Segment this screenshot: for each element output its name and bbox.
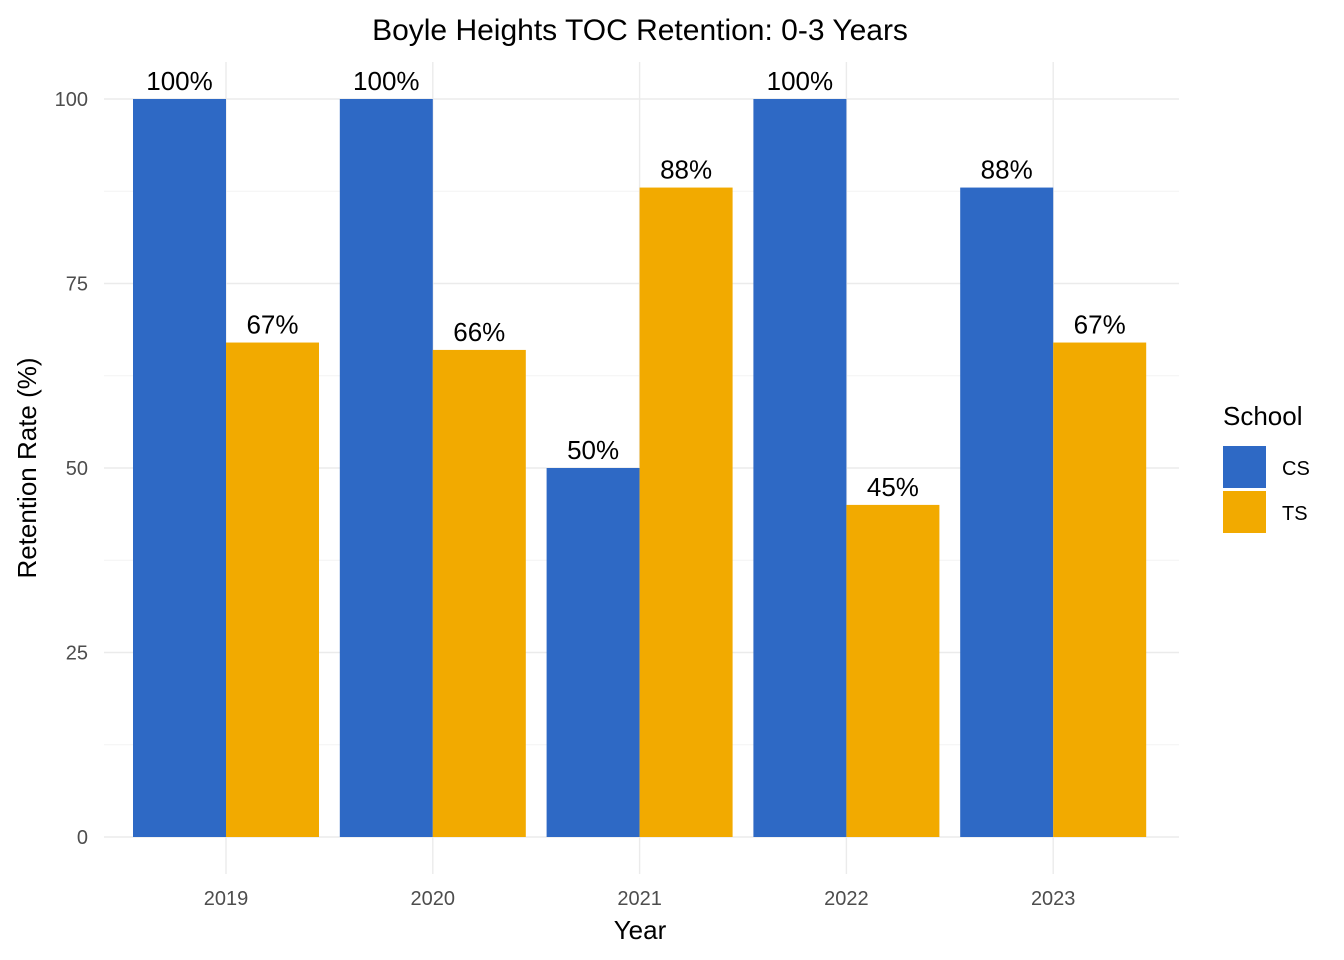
- data-label-cs-2020: 100%: [353, 66, 420, 96]
- legend-label-ts: TS: [1282, 503, 1308, 525]
- y-tick-label: 25: [66, 643, 88, 665]
- x-tick-label: 2021: [617, 888, 662, 910]
- y-tick-label: 0: [77, 827, 88, 849]
- y-axis-ticks: 0 25 50 75 100: [55, 89, 88, 849]
- bar-cs-2022: [753, 99, 847, 837]
- data-label-ts-2021: 88%: [660, 155, 712, 185]
- y-tick-label: 100: [55, 89, 88, 111]
- x-tick-label: 2022: [824, 888, 869, 910]
- data-label-ts-2019: 67%: [246, 310, 298, 340]
- bar-ts-2022: [846, 504, 940, 837]
- x-tick-label: 2019: [204, 888, 249, 910]
- data-label-cs-2019: 100%: [146, 66, 213, 96]
- x-axis-ticks: 2019 2020 2021 2022 2023: [204, 888, 1076, 910]
- legend-swatch-cs: [1223, 446, 1266, 488]
- legend-swatch-ts: [1223, 491, 1266, 533]
- bars: [133, 99, 1147, 837]
- data-label-ts-2022: 45%: [867, 472, 919, 502]
- bar-ts-2021: [639, 187, 733, 837]
- chart-title: Boyle Heights TOC Retention: 0-3 Years: [372, 14, 908, 47]
- y-tick-label: 75: [66, 274, 88, 296]
- data-label-ts-2023: 67%: [1074, 310, 1126, 340]
- bar-ts-2023: [1053, 342, 1147, 837]
- x-axis-title: Year: [614, 915, 667, 945]
- legend-title: School: [1223, 401, 1303, 431]
- bar-ts-2019: [226, 342, 319, 837]
- bar-cs-2021: [546, 468, 640, 837]
- data-label-cs-2023: 88%: [981, 155, 1033, 185]
- bar-cs-2019: [133, 99, 226, 837]
- x-tick-label: 2023: [1031, 888, 1076, 910]
- bar-cs-2020: [339, 99, 433, 837]
- legend-label-cs: CS: [1282, 458, 1310, 480]
- data-labels: 100% 100% 50% 100% 88% 67% 66% 88% 45% 67%: [146, 66, 1125, 502]
- y-tick-label: 50: [66, 458, 88, 480]
- bar-ts-2020: [432, 349, 526, 837]
- bar-cs-2023: [960, 187, 1054, 837]
- data-label-ts-2020: 66%: [453, 317, 505, 347]
- x-tick-label: 2020: [411, 888, 456, 910]
- data-label-cs-2022: 100%: [767, 66, 834, 96]
- legend: School CS TS: [1223, 401, 1310, 533]
- y-axis-title: Retention Rate (%): [12, 357, 42, 578]
- data-label-cs-2021: 50%: [567, 435, 619, 465]
